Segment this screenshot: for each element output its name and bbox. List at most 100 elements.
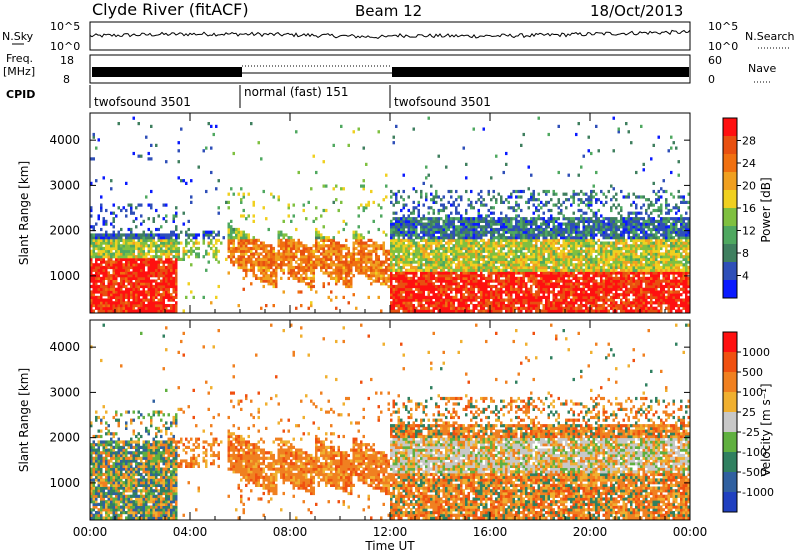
data-cell [530, 276, 533, 280]
data-cell [187, 255, 190, 259]
data-cell [167, 244, 170, 248]
data-cell [440, 290, 443, 294]
data-cell [495, 255, 498, 259]
data-cell [572, 244, 575, 248]
data-cell [580, 189, 583, 194]
data-cell [405, 304, 408, 308]
data-cell [572, 263, 575, 267]
data-cell [387, 274, 390, 278]
data-cell [475, 265, 478, 270]
data-cell [512, 271, 515, 275]
data-cell [500, 257, 503, 261]
data-cell [375, 255, 378, 259]
data-cell [547, 132, 550, 137]
data-cell [560, 279, 563, 283]
data-cell [137, 276, 140, 280]
data-cell [435, 238, 438, 242]
data-cell [512, 255, 515, 259]
data-cell [462, 260, 465, 264]
data-cell [455, 290, 458, 294]
data-cell [295, 130, 298, 134]
data-cell [162, 203, 165, 207]
data-cell [490, 306, 493, 310]
data-cell [120, 284, 123, 289]
data-cell [432, 241, 435, 245]
data-cell [445, 257, 448, 261]
data-cell [302, 246, 305, 251]
data-cell [547, 290, 550, 294]
data-cell [307, 306, 310, 310]
data-cell [482, 219, 485, 223]
data-cell [252, 203, 255, 207]
data-cell [582, 217, 585, 221]
data-cell [502, 268, 505, 272]
data-cell [95, 246, 98, 251]
data-cell [145, 271, 148, 275]
data-cell [512, 309, 515, 313]
data-cell [530, 309, 533, 313]
data-cell [262, 241, 265, 245]
data-cell [580, 260, 583, 264]
data-cell [477, 260, 480, 264]
data-cell [472, 279, 475, 283]
data-cell [430, 252, 433, 256]
data-cell [460, 287, 463, 291]
data-cell [355, 263, 358, 267]
data-cell [355, 252, 358, 256]
data-cell [552, 263, 555, 267]
data-cell [165, 306, 168, 310]
data-cell [112, 304, 115, 308]
data-cell [590, 265, 593, 270]
data-cell [585, 282, 588, 286]
data-cell [585, 309, 588, 313]
data-cell [525, 227, 528, 232]
data-cell [565, 295, 568, 299]
data-cell [455, 279, 458, 283]
data-cell [150, 230, 153, 234]
data-cell [185, 295, 188, 299]
data-cell [352, 233, 355, 237]
data-cell [332, 276, 335, 280]
data-cell [565, 255, 568, 259]
data-cell [497, 304, 500, 308]
data-cell [572, 189, 575, 194]
data-cell [482, 293, 485, 297]
data-cell [555, 263, 558, 267]
data-cell [442, 225, 445, 229]
data-cell [285, 244, 288, 248]
data-cell [480, 195, 483, 199]
data-cell [130, 206, 133, 210]
data-cell [540, 222, 543, 226]
data-cell [487, 263, 490, 267]
data-cell [405, 263, 408, 267]
data-cell [515, 238, 518, 242]
data-cell [245, 241, 248, 245]
data-cell [457, 284, 460, 289]
data-cell [502, 236, 505, 240]
data-cell [430, 279, 433, 283]
data-cell [532, 306, 535, 310]
data-cell [275, 265, 278, 270]
data-cell [337, 271, 340, 275]
data-cell [157, 246, 160, 251]
data-cell [287, 255, 290, 259]
data-cell [387, 252, 390, 256]
data-cell [475, 304, 478, 308]
data-cell [417, 309, 420, 313]
data-cell [417, 257, 420, 261]
data-cell [402, 227, 405, 232]
data-cell [312, 263, 315, 267]
data-cell [405, 255, 408, 259]
data-cell [127, 295, 130, 299]
data-cell [250, 282, 253, 286]
data-cell [482, 198, 485, 202]
data-cell [230, 255, 233, 259]
data-cell [450, 211, 453, 215]
data-cell [257, 257, 260, 261]
data-cell [272, 284, 275, 289]
data-cell [565, 222, 568, 226]
data-cell [390, 189, 393, 194]
data-cell [557, 282, 560, 286]
data-cell [377, 276, 380, 280]
data-cell [245, 257, 248, 261]
